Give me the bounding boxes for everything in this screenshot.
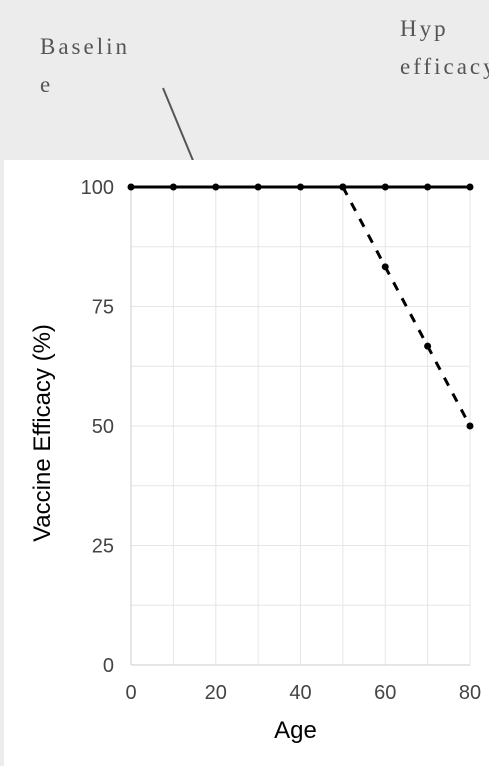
y-tick-label: 75 xyxy=(92,297,114,319)
data-point xyxy=(466,183,474,191)
baseline-annotation: Baselin e xyxy=(40,34,130,97)
x-tick-label: 20 xyxy=(205,682,227,704)
data-point xyxy=(339,183,347,191)
plot-panel: 0 20 40 60 80 0 25 50 75 100 Age Vaccine Efficacy (… xyxy=(4,160,489,766)
data-point xyxy=(169,183,177,191)
y-tick-label: 100 xyxy=(81,177,114,199)
x-tick-label: 0 xyxy=(125,682,136,704)
data-point xyxy=(254,183,262,191)
x-tick-label: 40 xyxy=(289,682,311,704)
y-tick-label: 0 xyxy=(103,655,114,677)
x-tick-label: 80 xyxy=(459,682,481,704)
x-axis-title: Age xyxy=(274,717,317,744)
data-point xyxy=(381,183,389,191)
y-tick-label: 25 xyxy=(92,536,114,558)
y-axis-title: Vaccine Efficacy (%) xyxy=(29,324,56,542)
data-point xyxy=(212,183,220,191)
data-point xyxy=(297,183,304,191)
data-point xyxy=(424,183,432,191)
hypothetical-efficacy-annotation: Hyp efficacy xyxy=(400,16,489,79)
vaccine-efficacy-chart: 0 20 40 60 80 0 25 50 75 100 Age Vaccine Efficacy (… xyxy=(29,177,481,744)
data-point xyxy=(127,183,135,191)
x-tick-label: 60 xyxy=(374,682,396,704)
y-tick-label: 50 xyxy=(92,416,114,438)
data-point xyxy=(424,342,432,350)
data-point xyxy=(381,263,389,271)
data-point xyxy=(466,422,474,430)
